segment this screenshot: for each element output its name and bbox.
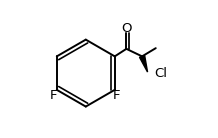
Text: F: F <box>50 89 58 103</box>
Polygon shape <box>140 55 148 72</box>
Text: Cl: Cl <box>154 67 167 80</box>
Text: F: F <box>112 89 120 103</box>
Text: O: O <box>121 22 132 35</box>
